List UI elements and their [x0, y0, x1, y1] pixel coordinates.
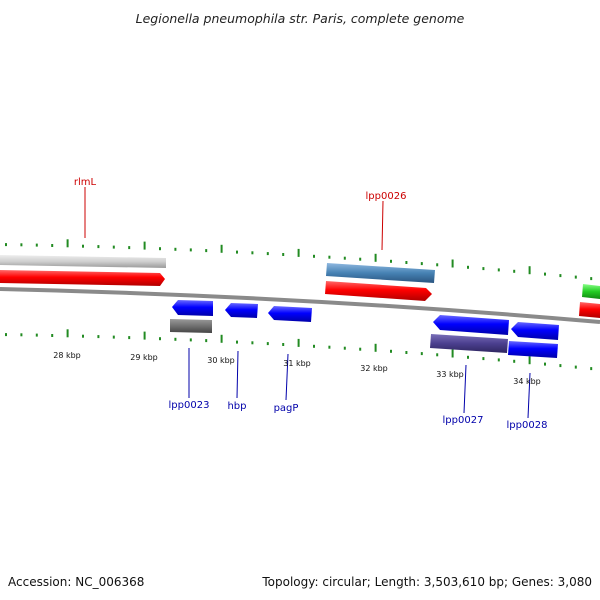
gene-callouts	[84, 187, 531, 419]
gene-pagP[interactable]	[268, 306, 312, 322]
gene-label-lpp0023[interactable]: lpp0023	[169, 400, 210, 411]
gene-label-hbp[interactable]: hbp	[227, 401, 246, 412]
gene-label-rlmL[interactable]: rlmL	[74, 177, 97, 188]
gene-lpp0026[interactable]	[325, 281, 432, 301]
inner-tick-track	[5, 329, 593, 371]
gene-hbp[interactable]	[225, 303, 258, 318]
forward-strand-features	[0, 255, 600, 318]
scale-label-28: 28 kbp	[53, 351, 81, 360]
outer-tick-track	[5, 239, 593, 281]
gene-lpp0027[interactable]	[433, 315, 509, 335]
blue-feature-lpp0028[interactable]	[508, 341, 558, 358]
accession-text: Accession: NC_006368	[8, 575, 144, 589]
gene-label-lpp0027[interactable]: lpp0027	[443, 415, 484, 426]
scale-label-34: 34 kbp	[513, 377, 541, 386]
red-feature-edge[interactable]	[579, 302, 600, 318]
topology-text: Topology: circular; Length: 3,503,610 bp…	[261, 575, 592, 589]
gene-rlmL[interactable]	[0, 270, 165, 286]
gray-feature-rlmL-region[interactable]	[0, 255, 166, 268]
gene-lpp0023[interactable]	[172, 300, 213, 316]
gene-lpp0028[interactable]	[511, 322, 559, 340]
scale-label-31: 31 kbp	[283, 359, 311, 368]
scale-label-33: 33 kbp	[436, 370, 464, 379]
reverse-strand-features	[170, 300, 559, 358]
map-title: Legionella pneumophila str. Paris, compl…	[136, 11, 465, 26]
green-feature-edge[interactable]	[582, 284, 600, 299]
gene-label-pagP[interactable]: pagP	[274, 403, 299, 414]
genome-backbone	[0, 287, 600, 324]
gene-label-lpp0026[interactable]: lpp0026	[366, 191, 407, 202]
gene-label-lpp0028[interactable]: lpp0028	[507, 420, 548, 431]
dark-feature-lpp0023[interactable]	[170, 319, 212, 333]
scale-label-32: 32 kbp	[360, 364, 388, 373]
purple-feature-lpp0027[interactable]	[430, 334, 508, 353]
steel-feature-lpp0026[interactable]	[326, 263, 435, 283]
scale-label-29: 29 kbp	[130, 353, 158, 362]
scale-label-30: 30 kbp	[207, 356, 235, 365]
